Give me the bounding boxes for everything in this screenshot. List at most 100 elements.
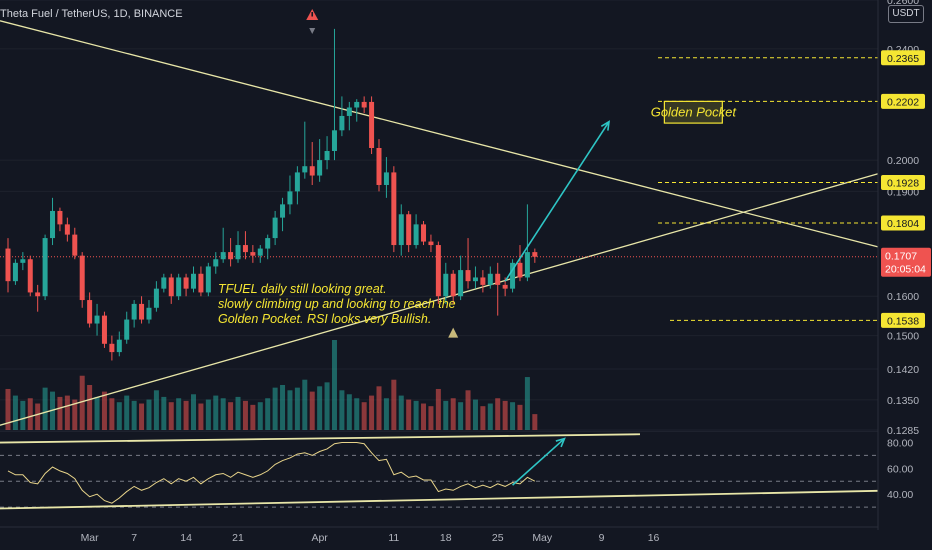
volume-bar — [265, 398, 271, 430]
candle-body — [383, 172, 389, 185]
price-tick-label: 0.1600 — [887, 291, 919, 303]
candle-body — [472, 277, 478, 282]
candle-body — [302, 166, 308, 173]
volume-bar — [176, 398, 182, 430]
volume-bar — [287, 390, 293, 430]
candle-body — [153, 288, 159, 308]
price-tick-label: 0.1420 — [887, 364, 919, 376]
volume-bar — [280, 385, 286, 430]
volume-bar — [205, 399, 211, 430]
candle-body — [257, 248, 263, 256]
candle-body — [532, 252, 538, 257]
candle-body — [183, 277, 189, 289]
price-tick-label: 0.1285 — [887, 425, 919, 437]
trendlines[interactable] — [0, 20, 879, 426]
volume-bar — [391, 379, 397, 430]
volume-bar — [5, 388, 11, 430]
volume-bar — [146, 399, 152, 430]
candle-body — [205, 266, 211, 293]
candle-body — [57, 210, 63, 225]
candle-body — [280, 204, 286, 218]
volume-bar — [79, 375, 85, 430]
grid-lines — [0, 0, 878, 433]
volume-bar — [480, 406, 486, 430]
level-tag — [881, 50, 925, 66]
candle-body — [116, 339, 122, 353]
note-line: Golden Pocket. RSI looks very Bullish. — [218, 312, 432, 326]
trendline-resistance — [0, 20, 879, 248]
volume-bar — [101, 391, 107, 430]
level-tag-label: 0.1538 — [887, 315, 919, 327]
price-tick-label: 0.1350 — [887, 395, 919, 407]
rsi-tick-label: 40.00 — [887, 489, 913, 501]
candle-body — [176, 277, 182, 297]
candle-body — [361, 101, 367, 108]
candle-body — [339, 115, 345, 131]
volume-bar — [510, 402, 516, 430]
candle-body — [265, 238, 271, 249]
time-tick-label: 11 — [388, 532, 399, 544]
candle-body — [12, 262, 18, 282]
time-tick-label: 7 — [131, 532, 137, 544]
volume-bar — [242, 400, 248, 430]
candle-body — [27, 259, 33, 293]
candle-body — [235, 245, 241, 260]
rsi-rsi-lower-trendline — [0, 489, 879, 510]
time-tick-label: 21 — [232, 532, 244, 544]
volume-bar — [183, 400, 189, 430]
countdown-label: 20:05:04 — [885, 264, 926, 276]
currency-badge[interactable]: USDT — [888, 5, 924, 23]
candle-body — [79, 255, 85, 301]
candle-body — [317, 160, 323, 176]
candle-body — [324, 150, 330, 161]
volume-bar — [124, 395, 130, 430]
volume-bar — [376, 386, 382, 430]
volume-bar — [532, 414, 538, 430]
projection-arrow-head — [600, 120, 611, 131]
time-tick-label: 18 — [440, 532, 452, 544]
volume-bar — [398, 395, 404, 430]
volume-bar — [502, 400, 508, 430]
annotations-overlay[interactable]: Golden Pocket — [306, 9, 737, 338]
volume-bar — [465, 390, 471, 430]
volume-bar — [87, 385, 93, 430]
candle-body — [50, 210, 56, 239]
volume-bar — [324, 382, 330, 430]
volume-bar — [383, 398, 389, 430]
rsi-tick-label: 60.00 — [887, 463, 913, 475]
candle-body — [517, 262, 523, 278]
candle-body — [94, 315, 100, 324]
current-price-tag — [881, 247, 931, 277]
volume-bar — [235, 396, 241, 430]
candle-body — [139, 303, 145, 320]
candle-body — [465, 270, 471, 282]
level-tag — [881, 312, 925, 328]
volume-bar — [57, 396, 63, 430]
note-line: slowly climbing up and looking to reach … — [218, 297, 456, 311]
up-triangle-icon — [448, 327, 459, 338]
rsi-background — [0, 432, 878, 532]
time-tick-label: 14 — [180, 532, 192, 544]
time-axis[interactable]: Mar 7 14 21 Apr 11 18 25 May 9 16 — [0, 526, 878, 544]
candle-body — [168, 277, 174, 297]
candle-body — [20, 259, 26, 263]
volume-bar — [294, 387, 300, 430]
candle-body — [191, 273, 196, 289]
time-tick-label: May — [532, 532, 553, 544]
note-line: TFUEL daily still looking great. — [218, 282, 387, 296]
analysis-note[interactable]: TFUEL daily still looking great. slowly … — [218, 282, 456, 327]
chart-title: Theta Fuel / TetherUS, 1D, BINANCE — [0, 8, 183, 20]
price-axis[interactable]: 0.26000.24000.20000.19000.16000.15000.14… — [877, 0, 932, 550]
level-tag-label: 0.2365 — [887, 53, 919, 65]
candle-body — [406, 214, 412, 246]
candle-body — [443, 273, 449, 297]
candle-body — [101, 315, 107, 344]
volume-bar — [524, 377, 530, 430]
current-price-label: 0.1707 — [885, 251, 917, 263]
volume-bar — [131, 400, 137, 430]
candle-body — [161, 277, 167, 289]
candle-body — [480, 277, 486, 285]
projection-arrow — [504, 121, 610, 282]
golden-pocket-label: Golden Pocket — [651, 105, 738, 120]
